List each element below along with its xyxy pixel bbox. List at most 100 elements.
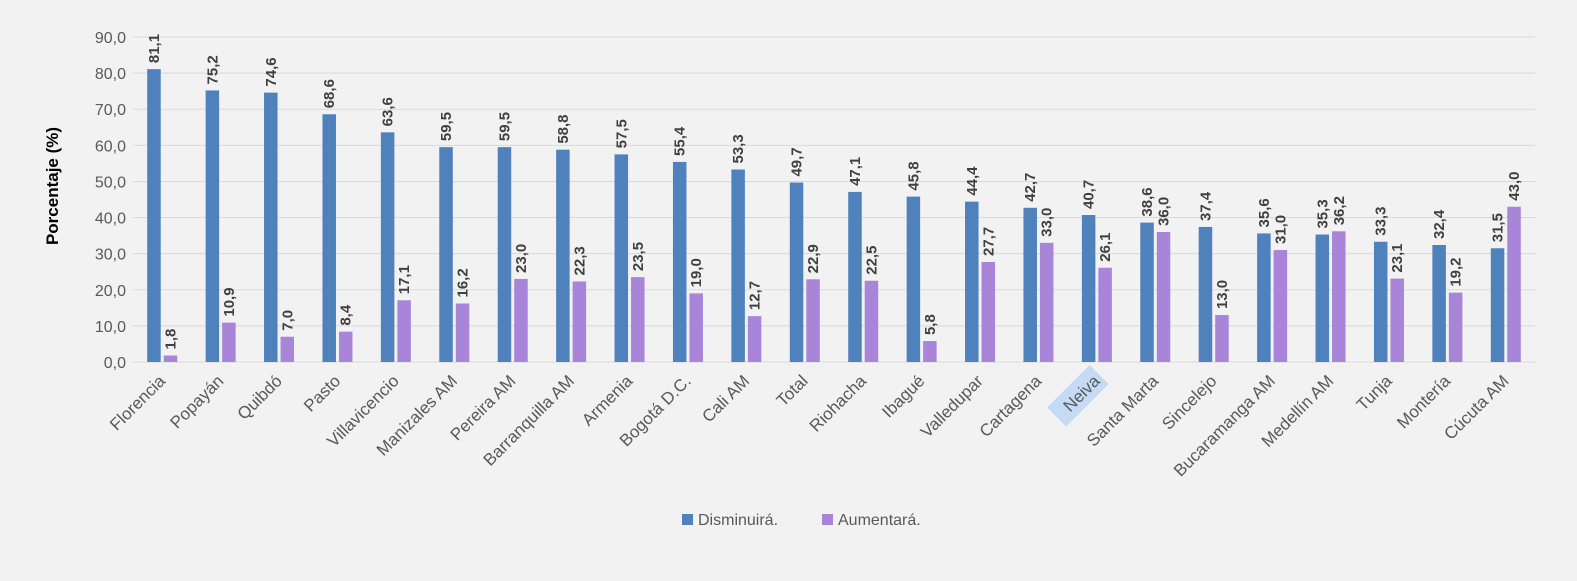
x-category-label: Popayán (167, 371, 228, 432)
bar-disminuira (1198, 226, 1213, 362)
data-label: 35,6 (1256, 198, 1273, 227)
y-tick-label: 50,0 (95, 174, 126, 191)
data-label: 36,0 (1156, 197, 1173, 226)
bar-disminuira (1373, 241, 1388, 362)
bar-aumentara (572, 281, 587, 362)
data-label: 59,5 (438, 112, 455, 141)
bar-aumentara (1332, 231, 1346, 362)
bar-disminuira (906, 196, 921, 362)
y-tick-label: 0,0 (104, 355, 126, 372)
data-label: 44,4 (964, 166, 981, 196)
data-label: 19,2 (1448, 257, 1465, 286)
bar-aumentara (1098, 267, 1112, 362)
data-label: 7,0 (279, 310, 296, 331)
bar-aumentara (806, 279, 820, 362)
bar-aumentara (1215, 315, 1229, 362)
data-label: 23,5 (630, 242, 647, 271)
data-label: 59,5 (496, 112, 513, 141)
data-label: 35,3 (1314, 199, 1331, 228)
data-label: 81,1 (146, 34, 163, 63)
data-labels: 81,1 1,8 75,2 10,9 74,6 7,0 68,6 8,4 63,6 17,1 59,… (146, 34, 1523, 350)
data-label: 17,1 (396, 265, 413, 294)
data-label: 36,2 (1331, 196, 1348, 225)
data-label: 38,6 (1139, 187, 1156, 216)
legend-swatch (822, 514, 833, 525)
data-label: 8,4 (338, 304, 355, 326)
data-label: 55,4 (672, 126, 689, 156)
bar-disminuira (1140, 222, 1154, 362)
x-category-label: Bucaramanga AM (1170, 371, 1279, 480)
bar-aumentara (1039, 242, 1054, 362)
data-label: 23,1 (1389, 243, 1406, 272)
bar-aumentara (1390, 278, 1404, 362)
bar-aumentara (1273, 250, 1288, 362)
bar-aumentara (1156, 232, 1171, 362)
x-category-label: Pasto (300, 371, 344, 415)
x-category-label: Florencia (106, 371, 169, 434)
bar-disminuira (497, 147, 512, 362)
data-label: 13,0 (1214, 280, 1231, 309)
bar-disminuira (789, 182, 804, 362)
x-category-label: Cartagena (976, 371, 1046, 441)
bars (147, 69, 1521, 363)
legend-label: Aumentará. (838, 512, 921, 529)
bar-disminuira (1315, 234, 1330, 362)
data-label: 22,5 (863, 246, 880, 275)
bar-aumentara (981, 261, 996, 362)
bar-disminuira (264, 92, 278, 362)
bar-disminuira (439, 147, 453, 362)
y-tick-label: 80,0 (95, 66, 126, 83)
data-label: 33,3 (1373, 207, 1390, 236)
data-label: 37,4 (1197, 191, 1214, 221)
data-label: 1,8 (162, 329, 179, 350)
x-category-label: Quibdó (234, 371, 286, 423)
data-label: 75,2 (204, 55, 221, 84)
x-category-label: Ibagué (878, 371, 928, 421)
bar-aumentara (338, 331, 353, 362)
data-label: 49,7 (789, 147, 806, 176)
data-label: 22,9 (805, 244, 822, 273)
legend-swatch (682, 514, 693, 525)
bar-aumentara (397, 300, 411, 362)
y-tick-label: 40,0 (95, 211, 126, 228)
bar-disminuira (147, 69, 161, 362)
data-label: 5,8 (922, 314, 939, 335)
x-category-label: Armenia (578, 371, 637, 430)
legend: Disminuirá. Aumentará. (682, 512, 921, 529)
data-label: 58,8 (555, 114, 572, 143)
data-label: 32,4 (1431, 209, 1448, 239)
bar-disminuira (848, 191, 862, 362)
data-label: 40,7 (1081, 180, 1098, 209)
data-label: 74,6 (263, 57, 280, 86)
bar-disminuira (322, 114, 336, 363)
data-label: 16,2 (455, 268, 472, 297)
bar-disminuira (205, 90, 220, 362)
x-category-label: Total (773, 371, 812, 410)
x-category-label: Sincelejo (1158, 371, 1220, 433)
bar-disminuira (1081, 215, 1096, 362)
legend-label: Disminuirá. (698, 512, 778, 529)
bar-disminuira (1257, 233, 1271, 362)
data-label: 68,6 (321, 79, 338, 108)
data-label: 33,0 (1039, 208, 1056, 237)
bar-aumentara (455, 303, 470, 362)
y-axis-ticks: 0,0 10,0 20,0 30,0 40,0 50,0 60,0 70,0 80,0 90,0 (95, 30, 126, 372)
x-category-label: Riohacha (806, 371, 871, 436)
bar-aumentara (1507, 206, 1521, 362)
data-label: 45,8 (905, 161, 922, 190)
x-category-label: Cali AM (698, 371, 753, 426)
bar-aumentara (163, 355, 178, 362)
data-label: 47,1 (847, 157, 864, 186)
bar-disminuira (1432, 245, 1446, 362)
y-axis-title: Porcentaje (%) (43, 127, 62, 245)
y-tick-label: 20,0 (95, 283, 126, 300)
bar-aumentara (923, 341, 937, 362)
bar-disminuira (731, 169, 745, 362)
data-label: 31,5 (1490, 213, 1507, 242)
bar-disminuira (1490, 248, 1505, 362)
gridlines (133, 36, 1535, 363)
data-label: 23,0 (513, 244, 530, 273)
